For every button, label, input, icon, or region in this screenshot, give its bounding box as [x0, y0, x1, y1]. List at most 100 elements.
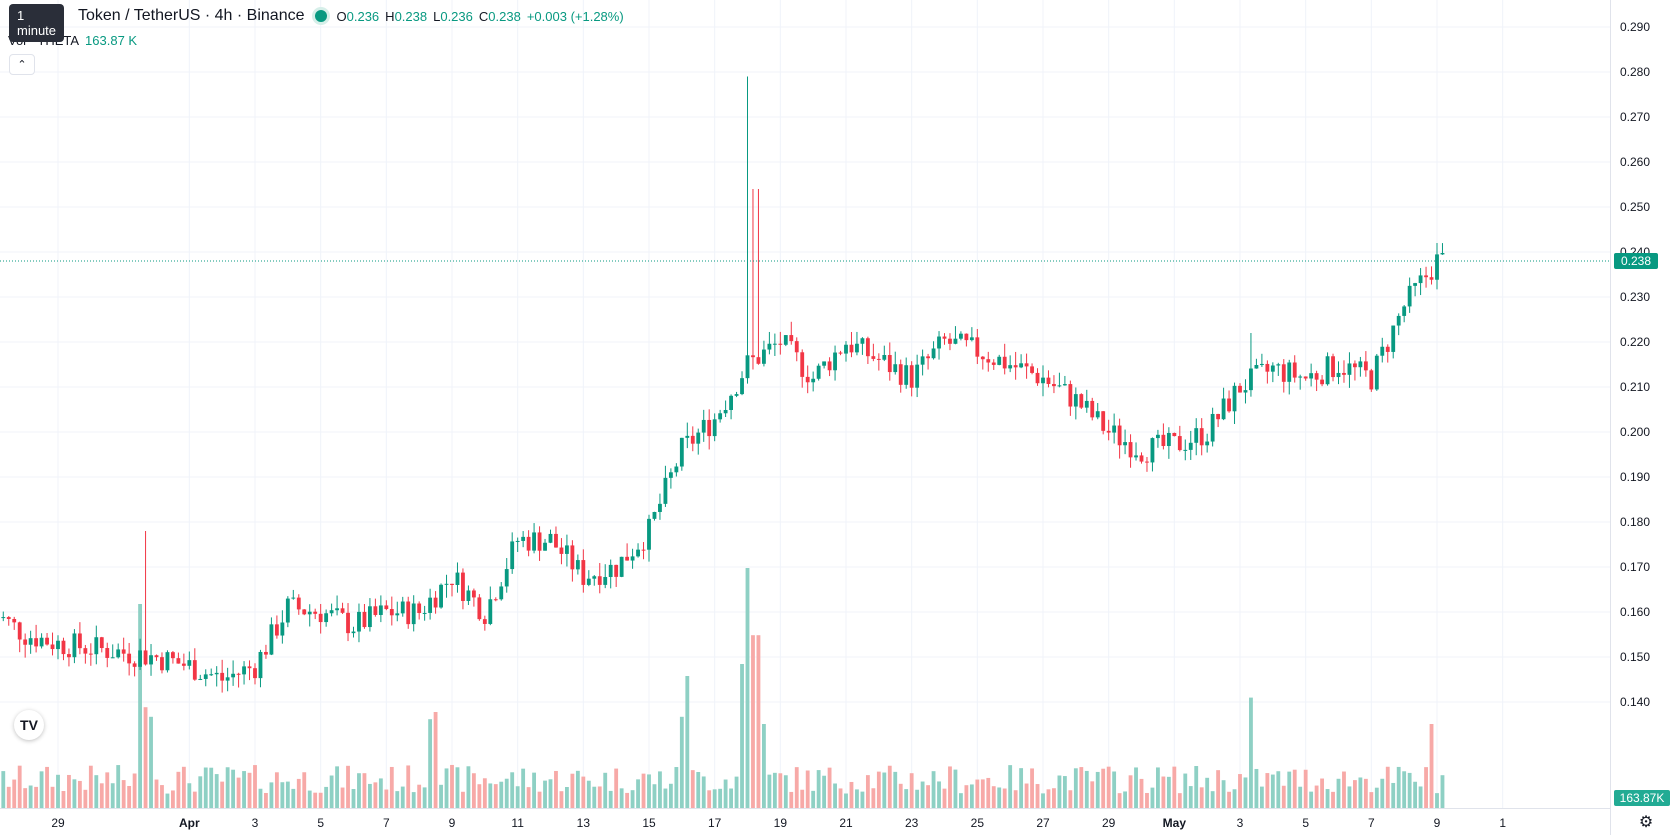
volume-bar	[926, 785, 930, 808]
candle	[1090, 397, 1095, 421]
chevron-up-icon[interactable]: ⌃	[9, 54, 35, 75]
candle	[1139, 452, 1144, 464]
gear-icon[interactable]: ⚙	[1638, 814, 1654, 831]
candle	[1008, 355, 1013, 373]
candle	[1161, 423, 1166, 450]
volume-bar	[526, 787, 531, 808]
candle	[1128, 434, 1133, 468]
time-axis[interactable]: 29 Apr 3 5 7 9 11 13 15 17 19 21 23 25 27 29 May 3 5 7 9 1	[51, 816, 1506, 830]
price-tick-label: 0.170	[1620, 560, 1650, 574]
candle	[362, 603, 367, 629]
volume-bar	[597, 786, 602, 808]
volume-bar	[1210, 791, 1215, 808]
volume-bar	[805, 770, 810, 808]
volume-bar	[515, 786, 520, 808]
volume-bar	[1435, 793, 1439, 808]
candle	[461, 568, 465, 610]
volume-bar	[493, 784, 498, 808]
volume-bar	[559, 791, 564, 808]
market-status-icon[interactable]	[314, 10, 327, 22]
volume-bar	[876, 771, 881, 808]
volume-bar	[586, 780, 591, 808]
candle	[466, 585, 471, 606]
candle	[280, 610, 285, 644]
candle	[751, 189, 755, 370]
volume-bar	[395, 791, 400, 808]
candle	[1281, 359, 1286, 393]
volume-bar	[800, 789, 805, 808]
time-tick-label: 3	[252, 816, 259, 830]
volume-bar	[1112, 771, 1117, 808]
volume-bar	[959, 793, 963, 808]
candle	[707, 409, 712, 450]
volume-bar	[652, 784, 657, 808]
volume-bar	[1156, 767, 1160, 808]
candle	[937, 331, 941, 360]
volume-bar	[882, 772, 887, 808]
candle	[554, 526, 558, 548]
volume-bar	[931, 771, 936, 808]
candle	[428, 588, 433, 620]
time-tick-label: 27	[1036, 816, 1050, 830]
candle	[1068, 380, 1073, 416]
volume-bar	[712, 789, 717, 808]
candle	[192, 648, 197, 681]
volume-bar	[280, 782, 285, 808]
candle	[357, 603, 361, 643]
volume-bar	[718, 788, 723, 808]
candle	[1117, 418, 1122, 459]
volume-bar	[198, 776, 203, 808]
volume-bar	[740, 664, 744, 808]
volume-bar	[1062, 776, 1067, 808]
volume-bar	[1095, 771, 1100, 808]
volume-bar	[362, 773, 367, 808]
candle	[641, 542, 646, 560]
volume-bar	[1342, 771, 1346, 808]
candle	[88, 643, 93, 666]
time-tick-label: 23	[905, 816, 919, 830]
volume-bar	[187, 783, 192, 808]
candle	[346, 603, 350, 642]
volume-bar	[1270, 774, 1275, 808]
price-tick-label: 0.150	[1620, 650, 1650, 664]
volume-bar	[488, 783, 493, 808]
candle	[975, 328, 980, 365]
volume-bar	[176, 771, 181, 808]
volume-bar	[1325, 789, 1330, 808]
candle	[1331, 353, 1335, 382]
candle	[1374, 353, 1379, 391]
candle	[99, 636, 104, 653]
tradingview-logo-icon[interactable]: TV	[14, 710, 44, 740]
volume-bar	[833, 783, 837, 808]
candle	[291, 589, 296, 600]
candle	[378, 595, 383, 623]
candle	[12, 616, 17, 630]
time-tick-label: 5	[1302, 816, 1309, 830]
candle	[969, 327, 974, 342]
volume-bar	[455, 767, 460, 808]
volume-bar	[1314, 785, 1319, 808]
candle	[1249, 333, 1253, 397]
volume-bar	[636, 779, 640, 808]
volume-bar	[1, 771, 6, 808]
candle	[696, 428, 701, 455]
volume-bar	[1418, 786, 1423, 808]
candle	[997, 354, 1002, 366]
volume-bar	[674, 767, 679, 808]
volume-bar	[1413, 781, 1418, 808]
time-tick-label: 29	[51, 816, 65, 830]
volume-bar	[701, 776, 706, 808]
volume-bar	[1259, 786, 1264, 808]
last-volume-value: 163.87K	[1620, 791, 1665, 805]
candle	[94, 625, 99, 665]
volume-bar	[1331, 791, 1335, 808]
volume-bar	[822, 775, 827, 808]
time-tick-label: 3	[1237, 816, 1244, 830]
time-tick-label: 7	[383, 816, 390, 830]
volume-value: 163.87 K	[85, 33, 138, 48]
symbol-title[interactable]: Token / TetherUS · 4h · Binance	[78, 7, 305, 24]
price-axis[interactable]: 0.2900.2800.2700.2600.2500.2400.2300.220…	[1620, 20, 1650, 709]
candle	[1194, 418, 1199, 456]
candle	[433, 591, 438, 614]
